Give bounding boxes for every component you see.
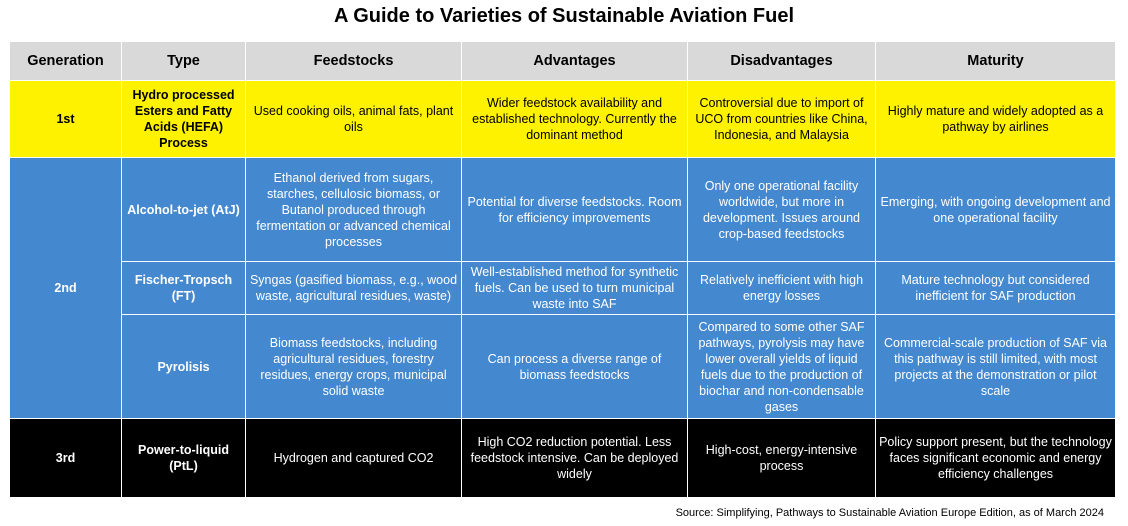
type-cell: Hydro processed Esters and Fatty Acids (…: [121, 80, 246, 158]
type-cell: Power-to-liquid (PtL): [121, 418, 246, 498]
table-row-1st-generation: 1st Hydro processed Esters and Fatty Aci…: [9, 80, 1116, 158]
generation-cell: 2nd: [9, 157, 122, 419]
page-title: A Guide to Varieties of Sustainable Avia…: [333, 5, 795, 27]
type-cell: Pyrolisis: [121, 314, 246, 419]
header-type: Type: [121, 41, 246, 81]
saf-varieties-table: Generation Type Feedstocks Advantages Di…: [9, 41, 1116, 498]
header-advantages: Advantages: [461, 41, 688, 81]
feedstocks-cell: Hydrogen and captured CO2: [245, 418, 462, 498]
generation-cell: 3rd: [9, 418, 122, 498]
disadvantages-cell: Only one operational facility worldwide,…: [687, 157, 876, 262]
disadvantages-cell: Controversial due to import of UCO from …: [687, 80, 876, 158]
feedstocks-cell: Biomass feedstocks, including agricultur…: [245, 314, 462, 419]
disadvantages-cell: High-cost, energy-intensive process: [687, 418, 876, 498]
table-row-pyrolisis: Pyrolisis Biomass feedstocks, including …: [10, 314, 1116, 419]
source-note: Source: Simplifying, Pathways to Sustain…: [675, 507, 1104, 519]
disadvantages-cell: Compared to some other SAF pathways, pyr…: [687, 314, 876, 419]
maturity-cell: Emerging, with ongoing development and o…: [875, 157, 1116, 262]
type-cell: Fischer-Tropsch (FT): [121, 261, 246, 315]
feedstocks-cell: Used cooking oils, animal fats, plant oi…: [245, 80, 462, 158]
table-row-3rd-generation: 3rd Power-to-liquid (PtL) Hydrogen and c…: [9, 418, 1116, 498]
header-feedstocks: Feedstocks: [245, 41, 462, 81]
feedstocks-cell: Syngas (gasified biomass, e.g., wood was…: [245, 261, 462, 315]
header-generation: Generation: [9, 41, 122, 81]
maturity-cell: Highly mature and widely adopted as a pa…: [875, 80, 1116, 158]
header-disadvantages: Disadvantages: [687, 41, 876, 81]
type-cell: Alcohol-to-jet (AtJ): [121, 157, 246, 262]
advantages-cell: Potential for diverse feedstocks. Room f…: [461, 157, 688, 262]
maturity-cell: Policy support present, but the technolo…: [875, 418, 1116, 498]
maturity-cell: Mature technology but considered ineffic…: [875, 261, 1116, 315]
header-maturity: Maturity: [875, 41, 1116, 81]
advantages-cell: Can process a diverse range of biomass f…: [461, 314, 688, 419]
feedstocks-cell: Ethanol derived from sugars, starches, c…: [245, 157, 462, 262]
generation-cell: 1st: [9, 80, 122, 158]
advantages-cell: High CO2 reduction potential. Less feeds…: [461, 418, 688, 498]
advantages-cell: Well-established method for synthetic fu…: [461, 261, 688, 315]
header-row: Generation Type Feedstocks Advantages Di…: [9, 41, 1116, 81]
maturity-cell: Commercial-scale production of SAF via t…: [875, 314, 1116, 419]
table-row-fischer-tropsch: Fischer-Tropsch (FT) Syngas (gasified bi…: [10, 261, 1116, 315]
disadvantages-cell: Relatively inefficient with high energy …: [687, 261, 876, 315]
table-row-alcohol-to-jet: 2nd Alcohol-to-jet (AtJ) Ethanol derived…: [9, 157, 1116, 419]
advantages-cell: Wider feedstock availability and establi…: [461, 80, 688, 158]
